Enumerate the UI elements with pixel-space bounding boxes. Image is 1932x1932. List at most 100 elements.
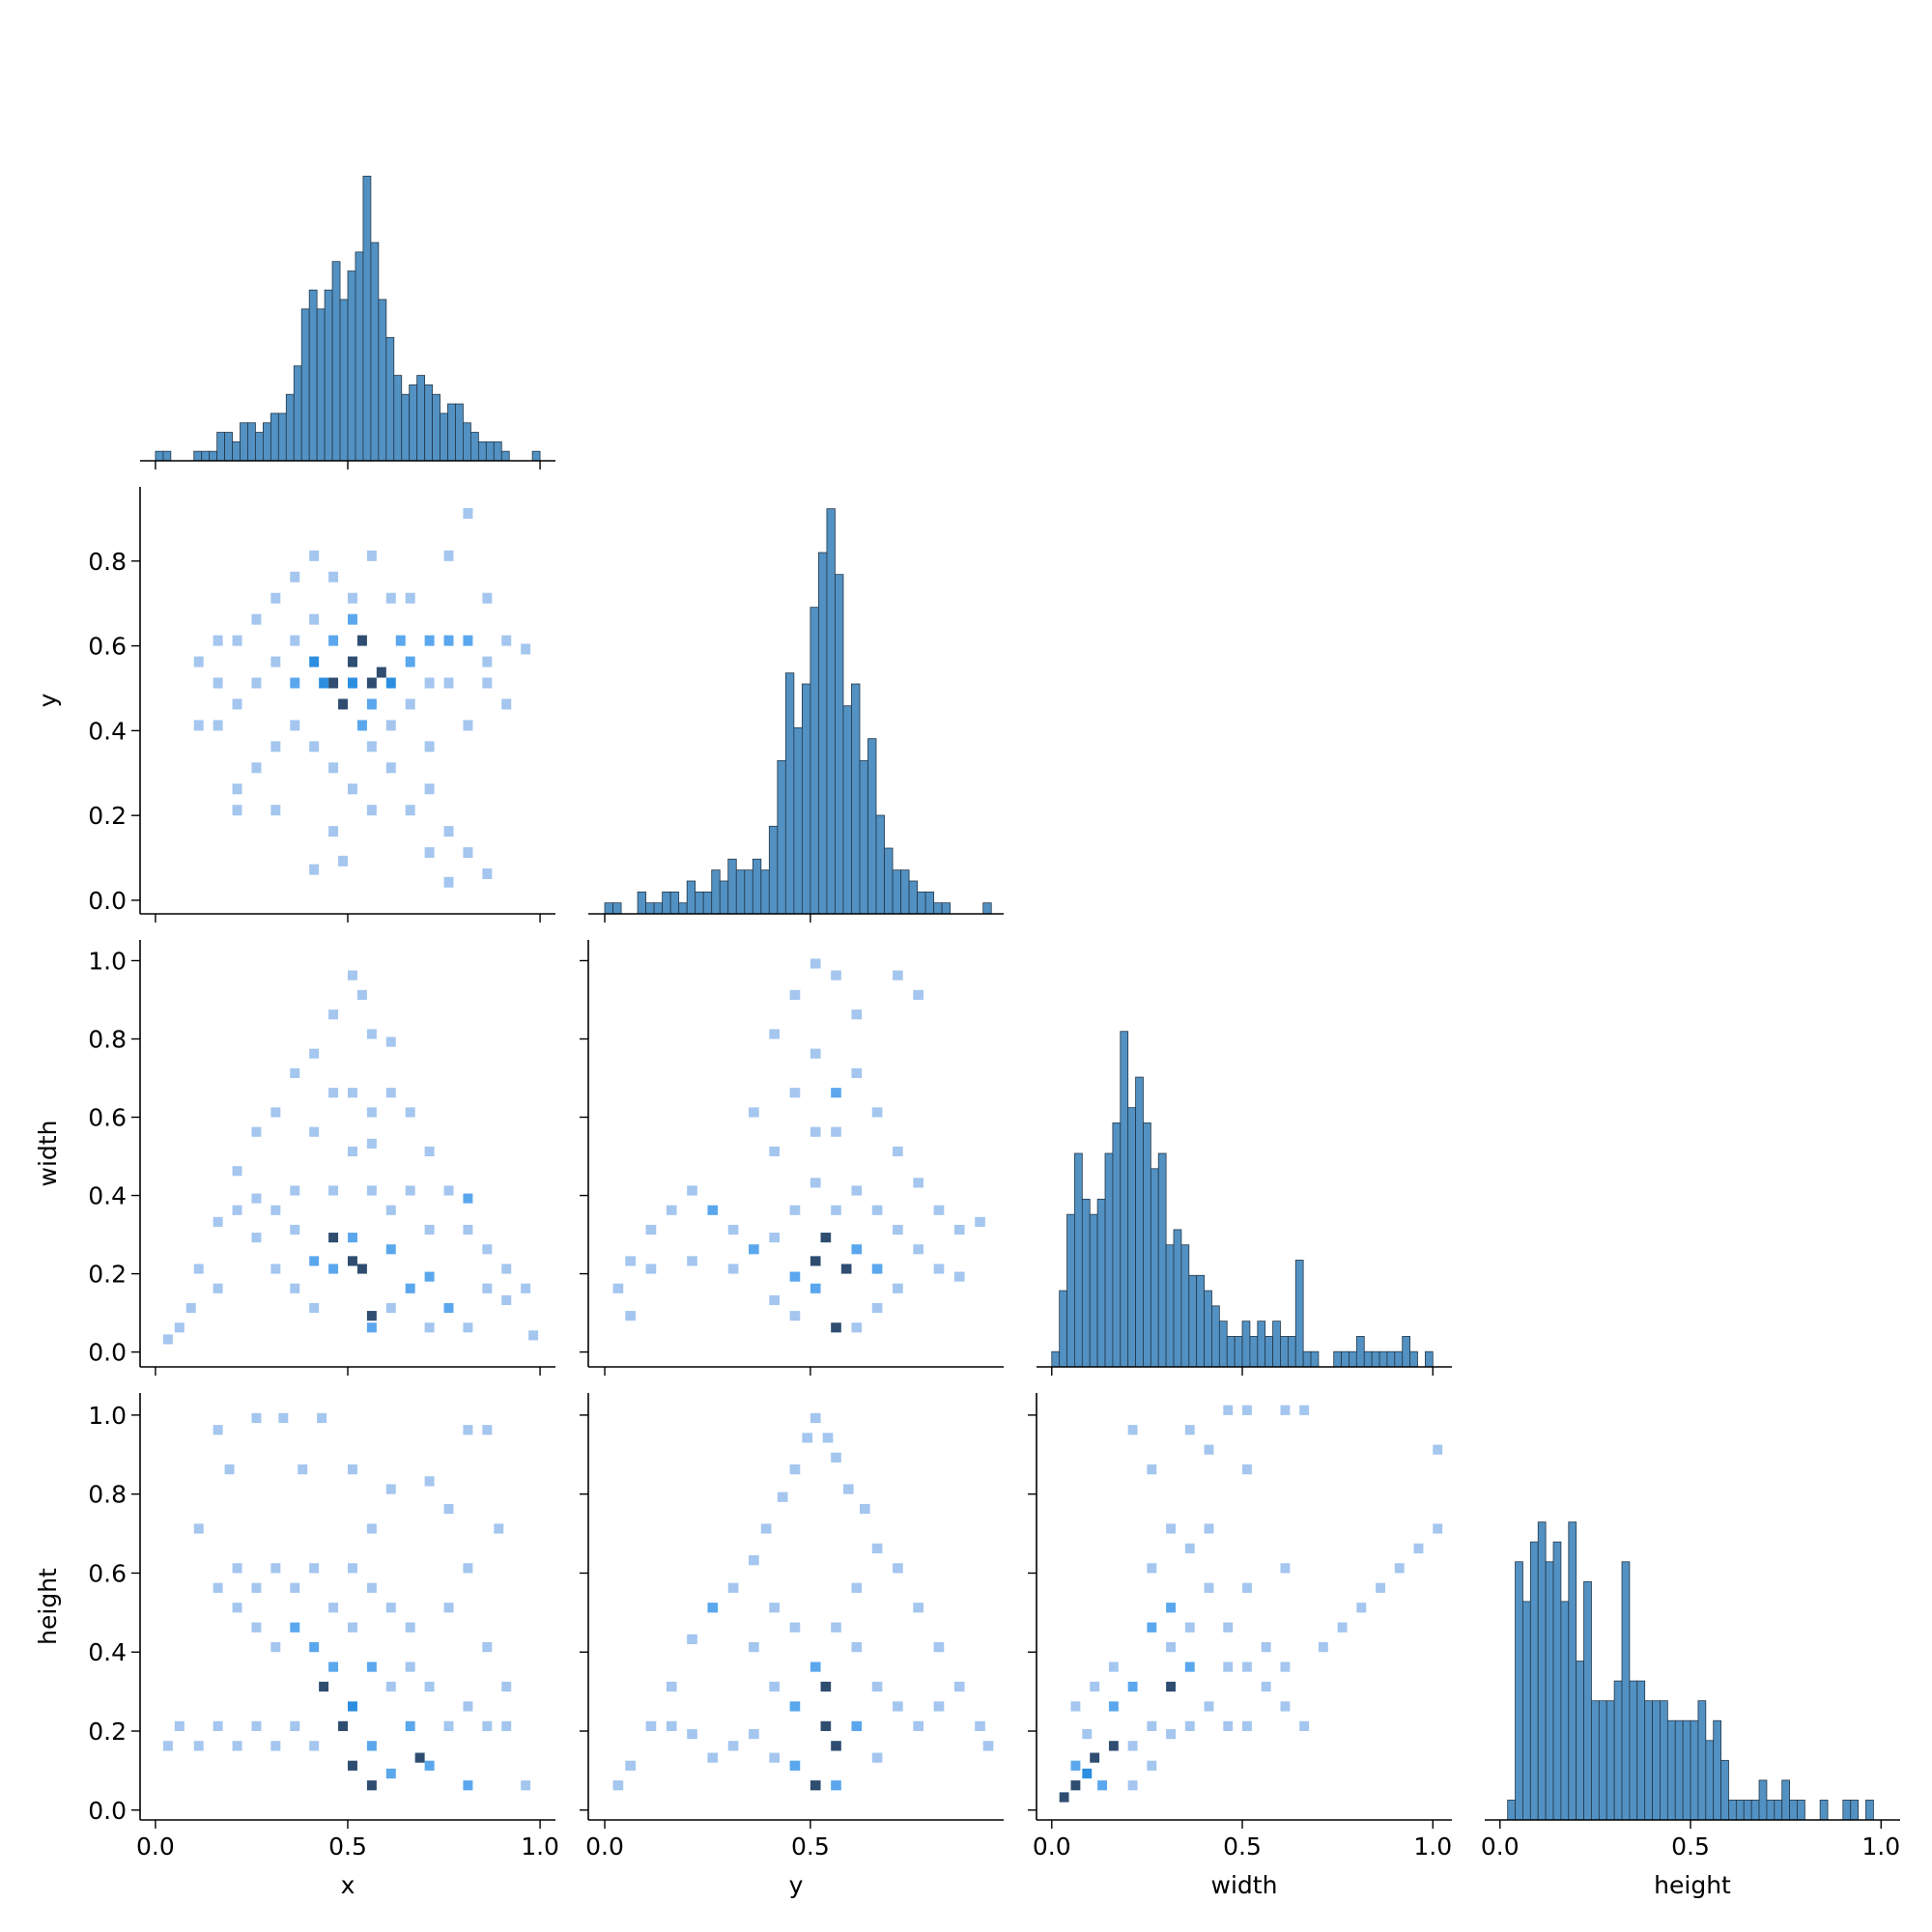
heatmap-cell — [290, 1224, 300, 1236]
histogram-bar — [1529, 1541, 1539, 1821]
histogram-bar — [1666, 1719, 1676, 1821]
heatmap-cell — [1090, 1681, 1100, 1692]
histogram-bar — [917, 891, 926, 915]
heatmap-cell — [348, 1233, 357, 1243]
heatmap-cell — [174, 1322, 185, 1333]
heatmap-cell — [385, 1244, 396, 1255]
heatmap-cell — [193, 1741, 204, 1751]
heatmap-cell — [356, 1264, 367, 1274]
histogram-bar — [900, 869, 910, 915]
heatmap-cell — [290, 1185, 300, 1196]
heatmap-cell — [290, 677, 300, 689]
heatmap-cell — [1433, 1523, 1443, 1534]
heatmap-cell — [1413, 1543, 1424, 1554]
x-tick-label: 0.5 — [1671, 1833, 1710, 1861]
histogram-bar — [1081, 1198, 1091, 1368]
histogram-bar — [263, 422, 271, 462]
heatmap-cell — [443, 1503, 454, 1515]
heatmap-cell — [395, 635, 406, 646]
heatmap-cell — [831, 1205, 841, 1215]
histogram-bar — [1545, 1561, 1554, 1821]
heatmap-cell — [749, 1555, 759, 1566]
heatmap-cell — [1127, 1681, 1138, 1692]
heatmap-cell — [309, 1126, 320, 1137]
heatmap-cell — [1147, 1760, 1157, 1771]
heatmap-cell — [1204, 1523, 1214, 1534]
histogram-bar — [1576, 1661, 1584, 1821]
heatmap-cell — [1223, 1622, 1234, 1633]
heatmap-cell — [893, 1224, 903, 1236]
heatmap-cell — [802, 1433, 813, 1443]
heatmap-cell — [810, 1126, 821, 1137]
heatmap-cell — [290, 635, 300, 646]
heatmap-cell — [348, 656, 357, 668]
heatmap-cell — [1090, 1752, 1100, 1763]
heatmap-cell — [424, 1760, 435, 1771]
heatmap-cell — [831, 1126, 841, 1137]
heatmap-cell — [328, 1233, 339, 1243]
histogram-bar — [686, 880, 696, 915]
histogram-bar — [193, 450, 203, 462]
histogram-bar — [493, 440, 502, 462]
heatmap-cell — [193, 1523, 204, 1534]
heatmap-cell — [443, 550, 454, 561]
histogram-bar — [842, 705, 852, 915]
histogram-bar — [385, 336, 395, 462]
heatmap-cell — [521, 643, 531, 655]
histogram-bar — [362, 175, 372, 462]
heatmap-cell — [789, 989, 801, 1000]
heatmap-cell — [482, 1283, 493, 1293]
heatmap-cell — [1299, 1720, 1310, 1732]
heatmap-cell — [1147, 1464, 1157, 1475]
histogram-bar — [719, 880, 729, 915]
histogram-bar — [859, 759, 868, 915]
heatmap-cell — [309, 1563, 320, 1574]
heatmap-cell — [749, 1728, 759, 1740]
heatmap-cell — [1280, 1662, 1291, 1672]
histogram-bar — [1218, 1321, 1228, 1368]
heatmap-cell — [385, 1205, 396, 1215]
heatmap-cell — [933, 1205, 945, 1215]
histogram-bar — [255, 432, 264, 462]
heatmap-cell — [831, 1741, 841, 1751]
histogram-bar — [1713, 1719, 1721, 1821]
heatmap-cell — [789, 1311, 801, 1321]
heatmap-cell — [414, 1752, 425, 1763]
histogram-bar — [702, 891, 713, 915]
heatmap-cell — [1242, 1464, 1252, 1475]
heatmap-cell — [707, 1205, 719, 1215]
histogram-bar — [1188, 1274, 1198, 1368]
histogram-bar — [1257, 1321, 1266, 1368]
histogram-bar — [531, 450, 541, 462]
heatmap-cell — [405, 698, 415, 710]
histogram-bar — [793, 726, 803, 915]
histogram-bar — [727, 858, 737, 915]
heatmap-cell — [232, 1741, 242, 1751]
heatmap-cell — [913, 989, 923, 1000]
heatmap-cell — [1433, 1444, 1443, 1455]
heatmap-cell — [851, 1009, 863, 1020]
heatmap-cell — [213, 720, 223, 731]
heatmap-cell — [270, 1563, 281, 1574]
heatmap-cell — [1166, 1681, 1176, 1692]
heatmap-cell — [1166, 1523, 1176, 1534]
histogram-bar — [1120, 1031, 1129, 1368]
heatmap-cell — [162, 1741, 173, 1751]
y-tick-label: 1.0 — [88, 947, 127, 975]
histogram-bar — [1264, 1336, 1273, 1368]
histogram-bar — [1568, 1521, 1577, 1821]
histogram-bar — [1371, 1350, 1380, 1368]
heatmap-cell — [840, 1264, 852, 1274]
heatmap-cell — [871, 1752, 883, 1763]
heatmap-cell — [348, 613, 357, 625]
heatmap-cell — [185, 1302, 196, 1314]
heatmap-cell — [232, 635, 242, 646]
histogram-bar — [1781, 1779, 1790, 1821]
heatmap-cell — [328, 571, 339, 582]
heatmap-cell — [707, 1603, 719, 1613]
heatmap-cell — [405, 1283, 415, 1293]
heatmap-cell — [789, 1271, 801, 1282]
histogram-bar — [784, 672, 795, 915]
histogram-bar — [1112, 1122, 1122, 1368]
histogram-bar — [293, 365, 302, 462]
